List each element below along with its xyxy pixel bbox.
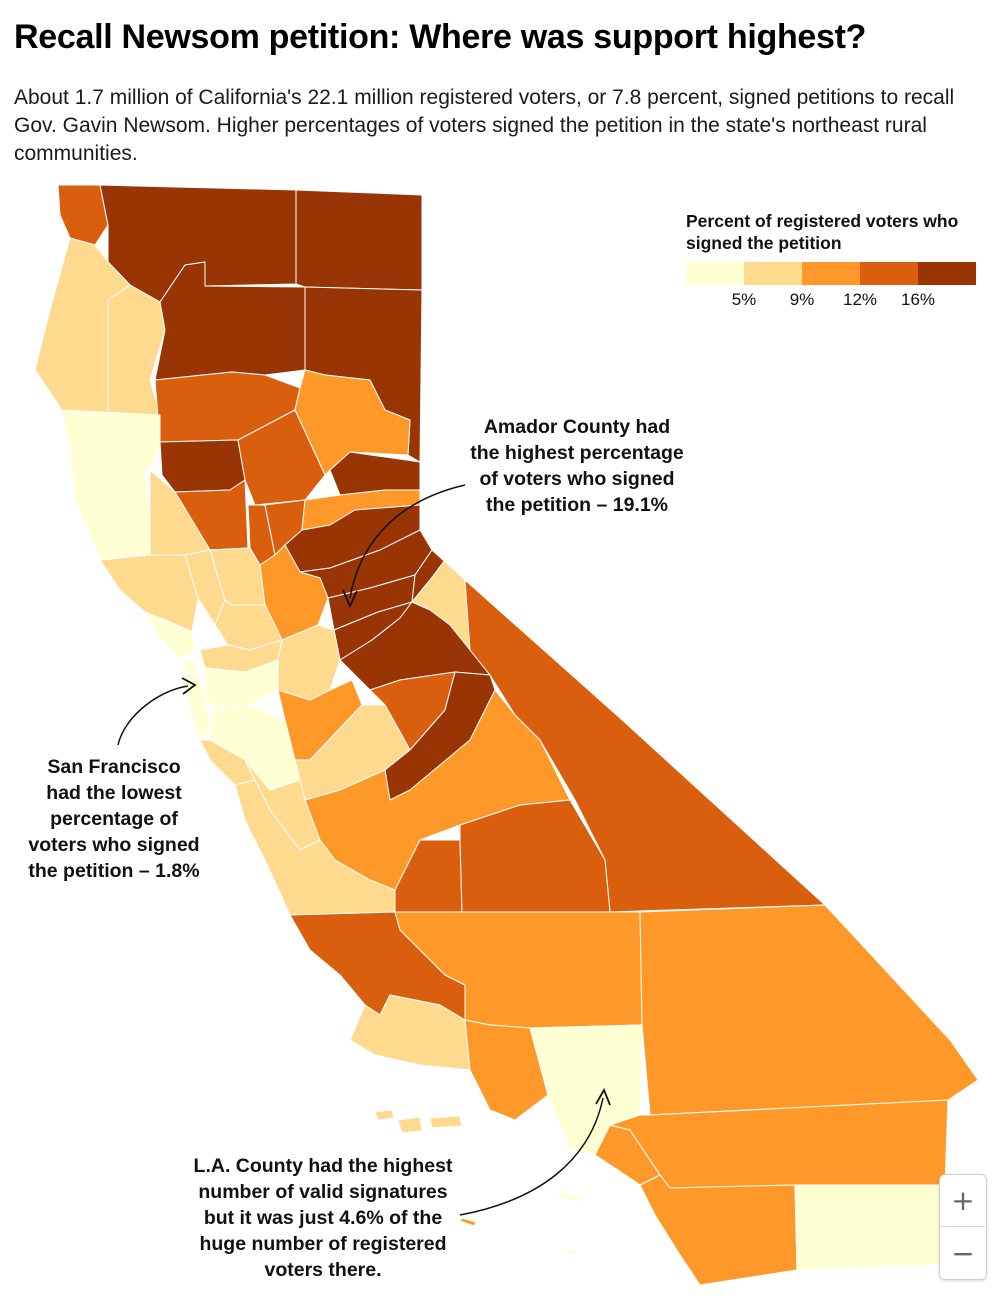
legend-tick-4: 16% [900, 290, 936, 309]
island-catalina [557, 1191, 584, 1203]
legend-color-bar [686, 262, 976, 285]
county-san-francisco[interactable] [181, 659, 197, 673]
page-title: Recall Newsom petition: Where was suppor… [14, 18, 867, 56]
island-channel-3 [429, 1115, 463, 1129]
legend-swatch-3 [802, 262, 860, 285]
legend-tick-3: 12% [842, 290, 878, 309]
san-francisco-annotation: San Francisco had the lowest percentage … [28, 756, 200, 882]
zoom-controls: + − [939, 1174, 987, 1280]
county-sierra[interactable] [329, 451, 421, 496]
sf-arrowhead [181, 677, 197, 695]
county-san-bernardino[interactable] [639, 904, 979, 1116]
county-monterey[interactable] [234, 779, 396, 916]
zoom-in-button[interactable]: + [940, 1175, 986, 1227]
island-san-clemente [459, 1217, 477, 1227]
amador-arrowhead [342, 589, 358, 609]
county-san-diego[interactable] [639, 1174, 798, 1286]
county-inyo[interactable] [464, 579, 826, 913]
county-del-norte[interactable] [57, 184, 109, 246]
amador-annotation: Amador County had the highest percentage… [470, 416, 684, 516]
legend-tick-2: 9% [789, 290, 815, 309]
legend-swatch-1 [686, 262, 744, 285]
sf-arrow [117, 685, 189, 746]
legend-title: Percent of registered voters who signed … [686, 211, 959, 253]
island-channel-1 [374, 1109, 395, 1121]
zoom-out-button[interactable]: − [940, 1227, 986, 1279]
county-modoc[interactable] [295, 189, 423, 291]
county-glenn[interactable] [159, 439, 246, 493]
legend-swatch-2 [744, 262, 802, 285]
island-san-nicolas [564, 1247, 577, 1257]
la-arrowhead [595, 1087, 611, 1106]
legend: Percent of registered voters who signed … [686, 210, 986, 309]
la-arrow [459, 1097, 604, 1216]
county-mendocino[interactable] [61, 409, 161, 561]
page-subtitle: About 1.7 million of California's 22.1 m… [14, 86, 955, 165]
amador-arrow [349, 484, 466, 599]
county-tulare[interactable] [459, 799, 611, 913]
legend-swatch-4 [860, 262, 918, 285]
legend-swatch-5 [918, 262, 976, 285]
county-alameda[interactable] [204, 659, 279, 711]
county-marin[interactable] [144, 611, 196, 661]
county-ventura[interactable] [464, 1019, 549, 1121]
county-imperial[interactable] [794, 1184, 946, 1271]
los-angeles-annotation: L.A. County had the highest number of va… [193, 1155, 453, 1281]
legend-ticks: 5% 9% 12% 16% [686, 285, 976, 309]
island-channel-2 [397, 1116, 423, 1134]
legend-tick-1: 5% [731, 290, 757, 309]
